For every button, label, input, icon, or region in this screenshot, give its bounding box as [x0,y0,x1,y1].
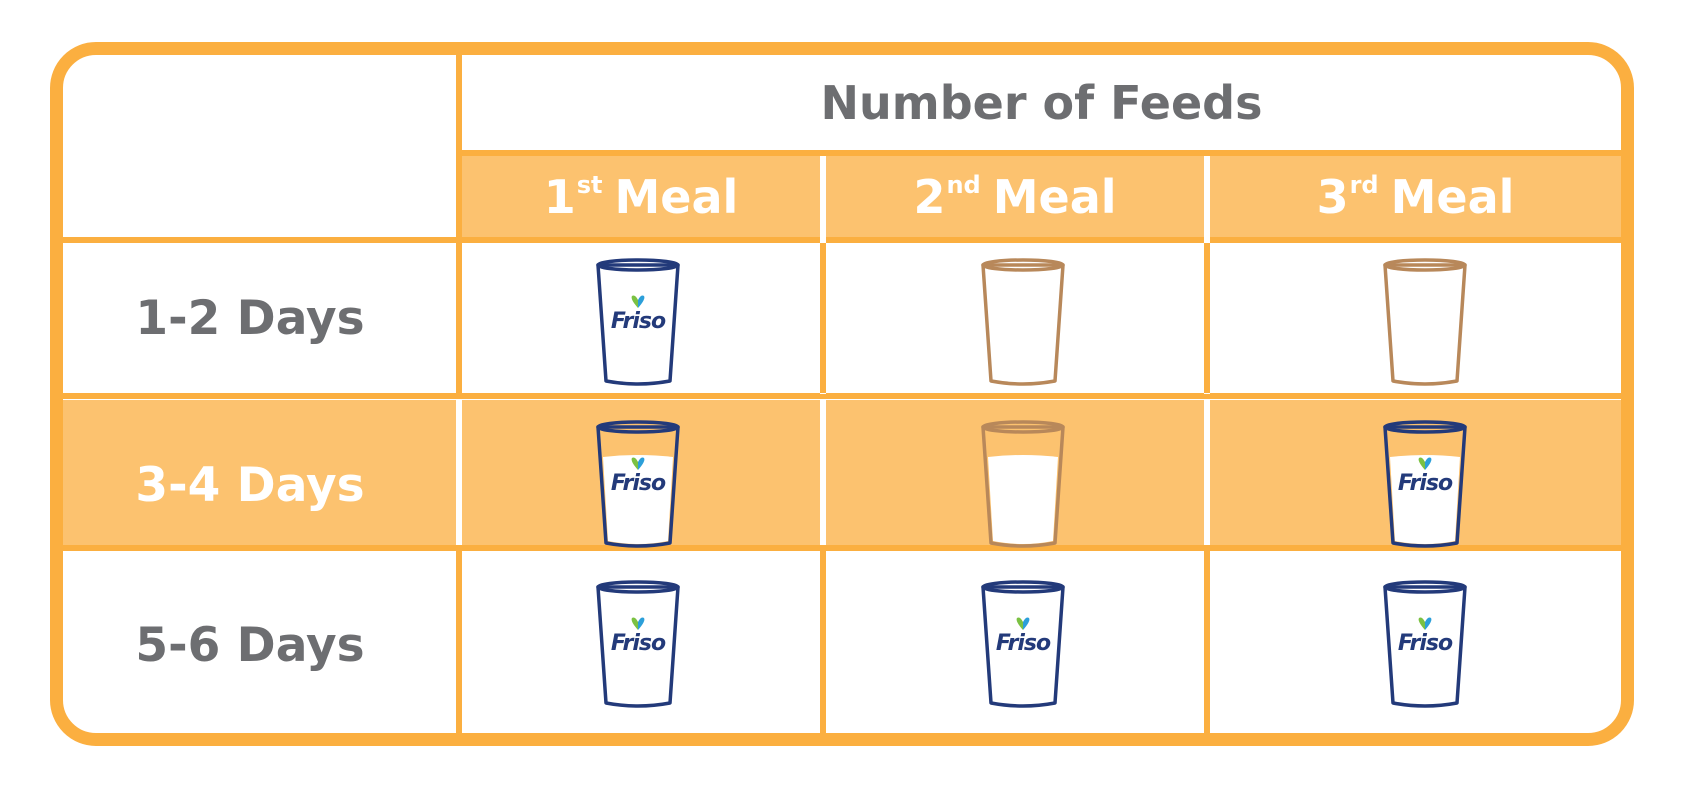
friso-logo-icon: Friso [611,617,667,656]
row-label-5-6-days: 5-6 Days [135,617,365,673]
cup-slot: Friso [1377,577,1473,713]
row-label-3-4-days: 3-4 Days [135,457,365,513]
meal-header-band [461,156,1621,242]
row-3-4-band [63,400,1621,546]
cup-rim [596,420,680,434]
meal-label: 3rd Meal [1317,170,1515,224]
milk-fill [603,455,673,544]
meal-number: 3 [1316,169,1349,224]
cup-slot: Friso [1377,417,1473,553]
cup-rim [596,258,680,272]
meal-word: Meal [614,169,739,224]
grid-line-vertical [1204,243,1210,393]
meal-ordinal: st [576,170,603,199]
friso-cup-icon: Friso [596,580,680,708]
empty-cup-icon [981,420,1065,548]
meal-header-3: 3rd Meal [1210,156,1621,237]
meal-ordinal: rd [1349,170,1379,199]
friso-cup-icon: Friso [596,420,680,548]
meal-header-2: 2nd Meal [826,156,1204,237]
milk-fill [988,455,1058,544]
friso-logo-icon: Friso [1398,617,1454,656]
cup-rim [596,580,680,594]
cup-rim [1383,580,1467,594]
cup-slot: Friso [975,577,1071,713]
cup-rim [981,580,1065,594]
friso-cup-icon: Friso [981,580,1065,708]
cup-rim [981,258,1065,272]
cup-rim [1383,258,1467,272]
grid-line-horizontal [63,393,1621,399]
empty-cup-icon [1383,258,1467,386]
cup-outline [1383,425,1467,548]
friso-logo-text: Friso [1398,471,1453,496]
friso-cup-icon: Friso [1383,580,1467,708]
grid-line-vertical [820,243,826,393]
meal-number: 1 [543,169,576,224]
cup-slot [1377,255,1473,391]
meal-ordinal: nd [946,170,981,199]
feeding-table: Number of Feeds 1st Meal 2nd Meal 3rd Meal … [50,42,1634,746]
cup-outline [596,263,680,386]
row-label-1-2-days: 1-2 Days [135,290,365,346]
empty-cup-icon [981,258,1065,386]
cup-outline [596,585,680,708]
friso-logo-text: Friso [611,631,666,656]
friso-cup-icon: Friso [1383,420,1467,548]
table-header-cell: Number of Feeds [462,55,1621,150]
column-separator [820,399,826,545]
friso-logo-icon: Friso [996,617,1052,656]
cup-rim [981,420,1065,434]
cup-slot: Friso [590,417,686,553]
cup-slot: Friso [590,255,686,391]
friso-logo-text: Friso [1398,631,1453,656]
meal-label: 1st Meal [544,170,739,224]
table-title: Number of Feeds [820,75,1263,130]
column-separator [456,399,462,545]
cup-outline [981,425,1065,548]
cup-outline [981,263,1065,386]
friso-logo-text: Friso [611,309,666,334]
meal-word: Meal [992,169,1117,224]
cup-slot [975,417,1071,553]
grid-line-vertical [820,551,826,733]
friso-logo-icon: Friso [611,457,667,496]
friso-logo-icon: Friso [1398,457,1454,496]
friso-cup-icon: Friso [596,258,680,386]
grid-line-horizontal [63,237,1621,243]
grid-line-horizontal [63,545,1621,551]
cup-outline [1383,585,1467,708]
grid-line-horizontal [461,150,1621,156]
column-separator [1204,399,1210,545]
cup-slot [975,255,1071,391]
friso-logo-text: Friso [611,471,666,496]
friso-logo-icon: Friso [611,295,667,334]
meal-word: Meal [1390,169,1515,224]
milk-fill [1390,455,1460,544]
meal-number: 2 [913,169,946,224]
friso-logo-text: Friso [996,631,1051,656]
cup-outline [596,425,680,548]
cup-slot: Friso [590,577,686,713]
grid-line-vertical [1204,551,1210,733]
cup-rim [1383,420,1467,434]
cup-outline [981,585,1065,708]
cup-outline [1383,263,1467,386]
meal-label: 2nd Meal [913,170,1116,224]
meal-header-1: 1st Meal [462,156,820,237]
